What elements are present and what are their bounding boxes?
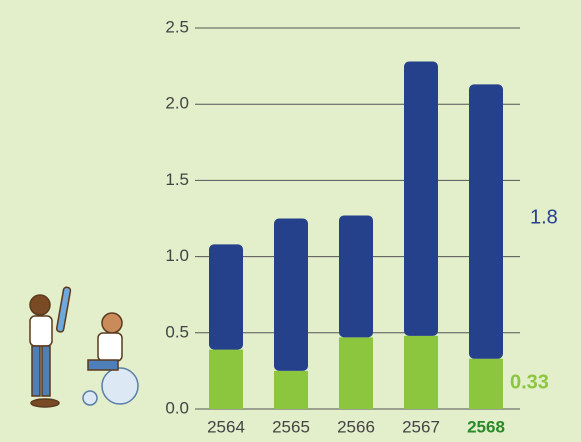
y-tick-label: 0.5 xyxy=(165,322,189,341)
bar-segment xyxy=(339,337,373,409)
bar-segment xyxy=(274,218,308,371)
bar-segment xyxy=(274,370,308,409)
y-tick-label: 1.5 xyxy=(165,170,189,189)
x-tick-label: 2564 xyxy=(207,417,245,436)
bar-segment xyxy=(469,84,503,359)
y-tick-label: 2.0 xyxy=(165,94,189,113)
y-tick-label: 2.5 xyxy=(165,17,189,36)
bar-segment xyxy=(469,358,503,409)
x-tick-label: 2566 xyxy=(337,417,375,436)
annotation-value: 0.33 xyxy=(510,371,549,393)
bar-segment xyxy=(404,61,438,336)
x-tick-label: 2568 xyxy=(467,417,505,436)
bar-segment xyxy=(209,349,243,409)
annotation-value: 1.8 xyxy=(530,206,558,228)
x-tick-label: 2567 xyxy=(402,417,440,436)
bar-segment xyxy=(209,244,243,350)
bar-segment xyxy=(404,335,438,409)
illustration xyxy=(29,286,139,408)
x-tick-label: 2565 xyxy=(272,417,310,436)
y-tick-label: 0.0 xyxy=(165,398,189,417)
y-tick-label: 1.0 xyxy=(165,246,189,265)
bar-segment xyxy=(339,215,373,338)
